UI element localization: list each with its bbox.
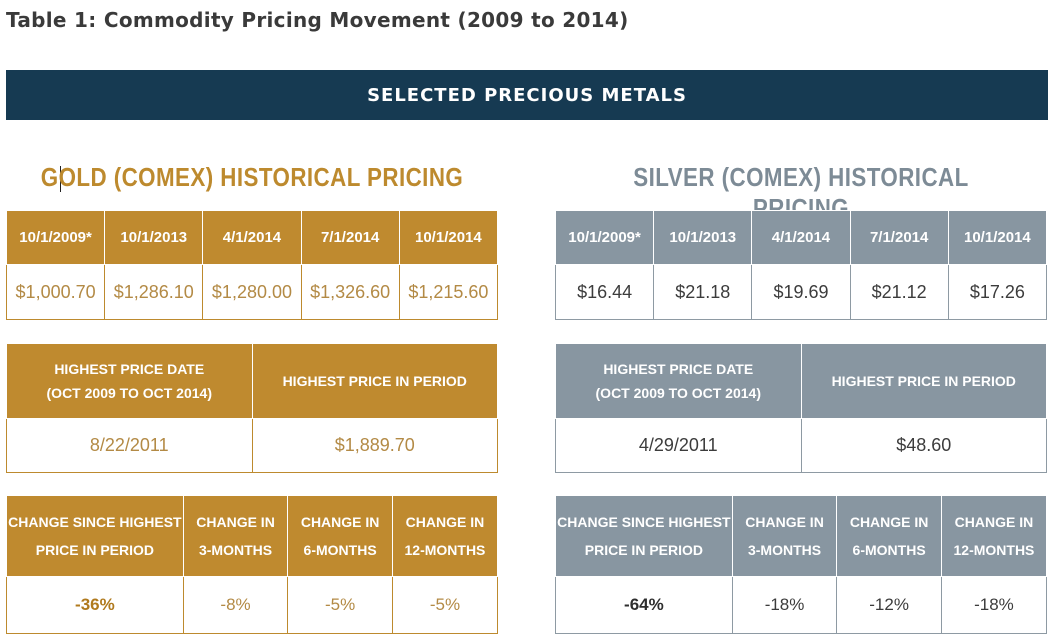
header-line: 3-MONTHS: [198, 542, 273, 558]
price-cell: $21.18: [653, 264, 753, 320]
header-line: (OCT 2009 TO OCT 2014): [46, 385, 212, 401]
silver-highest-table: HIGHEST PRICE DATE (OCT 2009 TO OCT 2014…: [555, 343, 1047, 473]
highest-price-cell: $48.60: [800, 418, 1047, 473]
change-since-high-cell: -64%: [555, 576, 733, 634]
change-6m-header: CHANGE IN 6-MONTHS: [836, 495, 942, 577]
change-3m-cell: -8%: [182, 576, 289, 634]
header-line: CHANGE IN: [849, 514, 929, 530]
date-header: 7/1/2014: [300, 210, 400, 265]
highest-date-cell: 8/22/2011: [6, 418, 253, 473]
table-header-row: HIGHEST PRICE DATE (OCT 2009 TO OCT 2014…: [6, 343, 498, 419]
date-header: 7/1/2014: [849, 210, 949, 265]
text-cursor: [60, 166, 61, 192]
table-header-row: CHANGE SINCE HIGHEST PRICE IN PERIOD CHA…: [555, 495, 1048, 577]
table-row: 8/22/2011 $1,889.70: [6, 418, 498, 473]
price-cell: $1,000.70: [5, 264, 106, 320]
date-header: 4/1/2014: [751, 210, 851, 265]
header-line: PRICE IN PERIOD: [35, 542, 154, 558]
header-line: 3-MONTHS: [747, 542, 822, 558]
change-since-high-header: CHANGE SINCE HIGHEST PRICE IN PERIOD: [6, 495, 184, 577]
header-line: (OCT 2009 TO OCT 2014): [595, 385, 761, 401]
header-line: HIGHEST PRICE DATE: [54, 361, 205, 377]
table-row: $1,000.70 $1,286.10 $1,280.00 $1,326.60 …: [5, 264, 499, 320]
price-cell: $21.12: [849, 264, 949, 320]
table-row: $16.44 $21.18 $19.69 $21.12 $17.26: [554, 264, 1048, 320]
document-title: Table 1: Commodity Pricing Movement (200…: [6, 8, 629, 32]
table-header-row: CHANGE SINCE HIGHEST PRICE IN PERIOD CHA…: [6, 495, 499, 577]
price-cell: $1,286.10: [104, 264, 204, 320]
header-line: 12-MONTHS: [953, 542, 1035, 558]
change-6m-cell: -5%: [287, 576, 393, 634]
change-3m-cell: -18%: [731, 576, 838, 634]
silver-heading: SILVER (COMEX) HISTORICAL PRICING: [633, 162, 969, 223]
silver-price-table: 10/1/2009* 10/1/2013 4/1/2014 7/1/2014 1…: [554, 210, 1048, 320]
header-line: HIGHEST PRICE DATE: [603, 361, 754, 377]
table-header-row: 10/1/2009* 10/1/2013 4/1/2014 7/1/2014 1…: [554, 210, 1048, 265]
price-cell: $1,215.60: [398, 264, 499, 320]
change-3m-header: CHANGE IN 3-MONTHS: [731, 495, 838, 577]
table-row: -64% -18% -12% -18%: [555, 576, 1048, 634]
header-line: CHANGE IN: [300, 514, 380, 530]
price-cell: $19.69: [751, 264, 851, 320]
highest-date-header: HIGHEST PRICE DATE (OCT 2009 TO OCT 2014…: [6, 343, 253, 419]
price-cell: $1,326.60: [300, 264, 400, 320]
header-line: CHANGE SINCE HIGHEST: [8, 514, 182, 530]
table-header-row: HIGHEST PRICE DATE (OCT 2009 TO OCT 2014…: [555, 343, 1047, 419]
gold-heading: GOLD (COMEX) HISTORICAL PRICING: [40, 162, 464, 192]
highest-date-header: HIGHEST PRICE DATE (OCT 2009 TO OCT 2014…: [555, 343, 802, 419]
date-header: 4/1/2014: [202, 210, 302, 265]
header-line: 6-MONTHS: [303, 542, 377, 558]
change-since-high-header: CHANGE SINCE HIGHEST PRICE IN PERIOD: [555, 495, 733, 577]
change-12m-cell: -18%: [940, 576, 1048, 634]
section-banner: SELECTED PRECIOUS METALS: [6, 70, 1048, 120]
date-header: 10/1/2014: [947, 210, 1048, 265]
date-header: 10/1/2014: [398, 210, 499, 265]
header-line: CHANGE IN: [196, 514, 275, 530]
table-row: 4/29/2011 $48.60: [555, 418, 1047, 473]
change-12m-header: CHANGE IN 12-MONTHS: [940, 495, 1048, 577]
date-header: 10/1/2013: [653, 210, 753, 265]
date-header: 10/1/2013: [104, 210, 204, 265]
header-line: CHANGE IN: [405, 514, 485, 530]
change-3m-header: CHANGE IN 3-MONTHS: [182, 495, 289, 577]
change-6m-cell: -12%: [836, 576, 942, 634]
gold-highest-table: HIGHEST PRICE DATE (OCT 2009 TO OCT 2014…: [6, 343, 498, 473]
header-line: 12-MONTHS: [404, 542, 486, 558]
gold-price-table: 10/1/2009* 10/1/2013 4/1/2014 7/1/2014 1…: [5, 210, 499, 320]
header-line: 6-MONTHS: [852, 542, 926, 558]
change-12m-cell: -5%: [391, 576, 499, 634]
header-line: CHANGE SINCE HIGHEST: [557, 514, 731, 530]
highest-price-header: HIGHEST PRICE IN PERIOD: [800, 343, 1047, 419]
header-line: CHANGE IN: [745, 514, 824, 530]
header-line: PRICE IN PERIOD: [584, 542, 703, 558]
date-header: 10/1/2009*: [5, 210, 106, 265]
header-line: CHANGE IN: [954, 514, 1034, 530]
highest-price-header: HIGHEST PRICE IN PERIOD: [251, 343, 498, 419]
date-header: 10/1/2009*: [554, 210, 655, 265]
table-row: -36% -8% -5% -5%: [6, 576, 499, 634]
change-6m-header: CHANGE IN 6-MONTHS: [287, 495, 393, 577]
table-header-row: 10/1/2009* 10/1/2013 4/1/2014 7/1/2014 1…: [5, 210, 499, 265]
price-cell: $16.44: [554, 264, 655, 320]
gold-change-table: CHANGE SINCE HIGHEST PRICE IN PERIOD CHA…: [6, 495, 499, 634]
change-12m-header: CHANGE IN 12-MONTHS: [391, 495, 499, 577]
price-cell: $1,280.00: [202, 264, 302, 320]
price-cell: $17.26: [947, 264, 1048, 320]
silver-change-table: CHANGE SINCE HIGHEST PRICE IN PERIOD CHA…: [555, 495, 1048, 634]
highest-date-cell: 4/29/2011: [555, 418, 802, 473]
highest-price-cell: $1,889.70: [251, 418, 498, 473]
change-since-high-cell: -36%: [6, 576, 184, 634]
